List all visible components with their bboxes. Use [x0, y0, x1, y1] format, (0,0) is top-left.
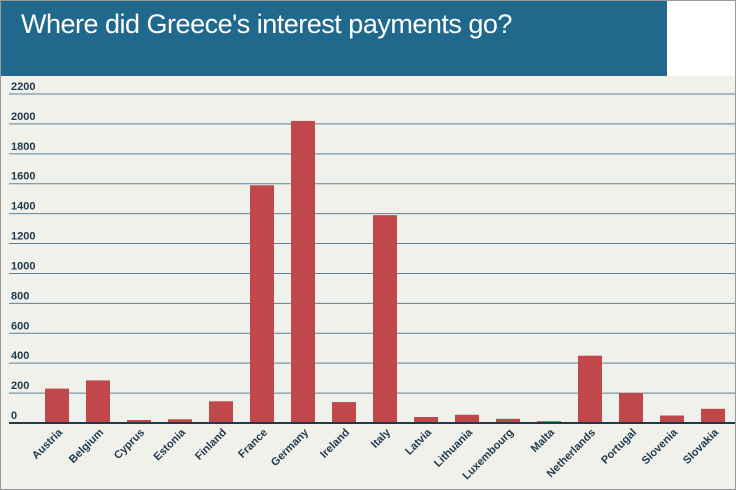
y-tick-label: 2200 [11, 81, 35, 93]
bar [701, 408, 725, 423]
x-tick-label: Latvia [403, 426, 435, 458]
x-tick-label: Italy [369, 426, 394, 451]
y-tick-label: 200 [11, 380, 29, 392]
x-tick-label: Estonia [152, 426, 189, 463]
bar [619, 393, 643, 423]
bar [168, 419, 192, 423]
y-tick-label: 600 [11, 320, 29, 332]
bar [414, 417, 438, 423]
bar [45, 388, 69, 423]
bar [660, 415, 684, 423]
x-tick-label: Ireland [318, 427, 352, 461]
bar [578, 355, 602, 423]
bar [209, 401, 233, 423]
bar [455, 414, 479, 423]
bar [250, 185, 274, 423]
x-tick-label: Germany [269, 426, 312, 469]
bar [332, 402, 356, 423]
y-tick-label: 800 [11, 290, 29, 302]
y-tick-label: 0 [11, 410, 17, 422]
x-tick-label: Finland [193, 427, 229, 463]
x-tick-label: Portugal [599, 427, 639, 467]
x-tick-label: Lithuania [432, 426, 476, 470]
x-tick-label: Slovakia [681, 426, 722, 467]
y-tick-label: 1200 [11, 231, 35, 243]
bar [291, 120, 315, 423]
chart-title: Where did Greece's interest payments go? [21, 9, 512, 39]
bar [86, 380, 110, 423]
x-tick-label: Cyprus [112, 427, 147, 462]
x-tick-label: Slovenia [640, 426, 681, 467]
bar [127, 420, 151, 423]
y-tick-label: 1600 [11, 171, 35, 183]
x-tick-label: Malta [529, 426, 558, 455]
y-tick-label: 400 [11, 350, 29, 362]
x-tick-label: Belgium [67, 426, 106, 465]
x-tick-label: Austria [30, 426, 66, 462]
y-tick-label: 1000 [11, 260, 35, 272]
bar [496, 418, 520, 423]
y-tick-label: 1400 [11, 201, 35, 213]
title-bar: Where did Greece's interest payments go? [1, 1, 667, 76]
bar [373, 215, 397, 423]
y-tick-label: 1800 [11, 141, 35, 153]
title-corner [667, 1, 735, 76]
y-tick-label: 2000 [11, 111, 35, 123]
x-tick-label: France [236, 427, 270, 461]
